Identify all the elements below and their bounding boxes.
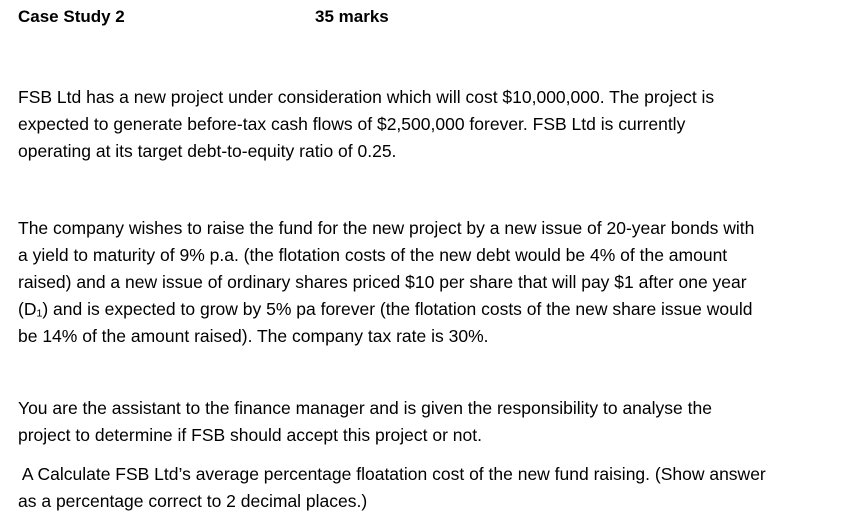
text-line: (D₁) and is expected to grow by 5% pa fo… bbox=[18, 299, 753, 319]
text-line: expected to generate before-tax cash flo… bbox=[18, 114, 686, 134]
text-line: be 14% of the amount raised). The compan… bbox=[18, 326, 489, 346]
financing-details-paragraph: The company wishes to raise the fund for… bbox=[18, 215, 828, 350]
text-line: A Calculate FSB Ltd’s average percentage… bbox=[18, 464, 766, 484]
text-line: a yield to maturity of 9% p.a. (the flot… bbox=[18, 245, 728, 265]
text-line: The company wishes to raise the fund for… bbox=[18, 218, 755, 238]
text-line: FSB Ltd has a new project under consider… bbox=[18, 87, 715, 107]
text-line: as a percentage correct to 2 decimal pla… bbox=[18, 491, 368, 511]
text-line: project to determine if FSB should accep… bbox=[18, 425, 482, 445]
text-line: You are the assistant to the finance man… bbox=[18, 398, 712, 418]
text-line: operating at its target debt-to-equity r… bbox=[18, 141, 397, 161]
text-line: raised) and a new issue of ordinary shar… bbox=[18, 272, 747, 292]
document-header: Case Study 2 35 marks bbox=[18, 7, 838, 31]
question-a-paragraph: A Calculate FSB Ltd’s average percentage… bbox=[18, 461, 828, 515]
project-description-paragraph: FSB Ltd has a new project under consider… bbox=[18, 84, 828, 165]
role-description-paragraph: You are the assistant to the finance man… bbox=[18, 395, 828, 449]
marks-label: 35 marks bbox=[315, 7, 389, 26]
case-study-title: Case Study 2 bbox=[18, 7, 125, 26]
